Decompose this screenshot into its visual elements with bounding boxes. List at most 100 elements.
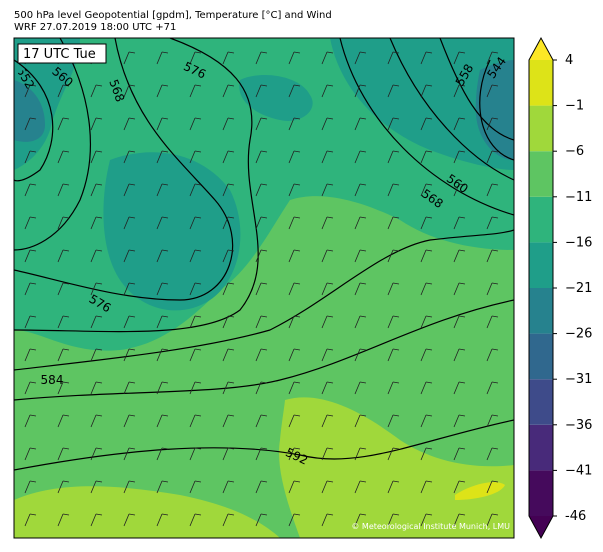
wind-barb [354,348,367,362]
wind-barb [387,414,400,428]
wind-barb [57,381,70,395]
wind-barb [156,282,169,296]
contour-label: 584 [41,373,64,387]
wind-barb [189,249,202,263]
wind-barb [156,150,169,164]
wind-barb [255,348,268,362]
wind-barb [420,249,433,263]
wind-barb [90,447,103,461]
wind-barb [453,315,466,329]
wind-barb [288,150,301,164]
wind-barb [156,315,169,329]
wind-barb [24,414,37,428]
wind-barb [156,117,169,131]
wind-barb [453,414,466,428]
wind-barb [354,381,367,395]
wind-barb [486,447,499,461]
wind-barb [321,480,334,494]
wind-barb [387,282,400,296]
wind-barb [453,282,466,296]
wind-barb [288,513,301,527]
wind-barb [453,513,466,527]
colorbar-band [529,196,553,243]
wind-barb [354,513,367,527]
wind-barb [57,117,70,131]
wind-barb [156,216,169,230]
temperature-field [14,38,514,538]
wind-barb [222,216,235,230]
wind-barb [57,348,70,362]
wind-barb [486,513,499,527]
wind-barb [255,315,268,329]
wind-barb [57,480,70,494]
wind-barb [222,315,235,329]
wind-barb [420,84,433,98]
wind-barb [57,84,70,98]
wind-barb [24,249,37,263]
wind-barb [288,414,301,428]
wind-barb [420,381,433,395]
colorbar-tick-label: −6 [565,144,584,159]
wind-barb [354,84,367,98]
map-frame [13,37,515,539]
wind-barb [123,216,136,230]
wind-barb [189,381,202,395]
wind-barb [288,183,301,197]
wind-barb [57,216,70,230]
wind-barb [189,480,202,494]
wind-barb [57,315,70,329]
wind-barb [156,183,169,197]
wind-barb [453,150,466,164]
wind-barb [24,282,37,296]
wind-barb [57,249,70,263]
wind-barb [156,51,169,65]
wind-barb [156,513,169,527]
credit: © Meteorological Institute Munich, LMU [351,522,510,531]
colorbar-tick-label: −16 [565,235,592,250]
wind-barb [57,447,70,461]
colorbar-band [529,470,553,516]
wind-barb [24,480,37,494]
wind-barb [222,447,235,461]
wind-barb [189,315,202,329]
wind-barb [189,282,202,296]
wind-barb [420,315,433,329]
wind-barb [156,480,169,494]
wind-barb [222,480,235,494]
wind-barb [123,513,136,527]
wind-barb [420,348,433,362]
wind-barb [453,348,466,362]
wind-barb [453,84,466,98]
wind-barb [354,480,367,494]
wind-barb [222,381,235,395]
wind-barb [222,51,235,65]
wind-barb [90,348,103,362]
wind-barb [486,282,499,296]
wind-barb [387,249,400,263]
temperature-region [330,38,514,170]
wind-barb [90,150,103,164]
colorbar-band [529,333,553,380]
temperature-region [103,152,241,311]
wind-barb [156,348,169,362]
wind-barb [255,282,268,296]
geopotential-contours [14,38,514,471]
wind-barb [57,414,70,428]
wind-barb [420,480,433,494]
wind-barb [57,150,70,164]
wind-barb [321,315,334,329]
wind-barb [486,150,499,164]
wind-barb [156,447,169,461]
wind-barb [222,84,235,98]
wind-barb [189,414,202,428]
wind-barb [387,447,400,461]
wind-barb [255,480,268,494]
wind-barb [123,150,136,164]
wind-barb [288,480,301,494]
wind-barb [24,513,37,527]
wind-barb [255,447,268,461]
wind-barb [486,348,499,362]
wind-barb [321,216,334,230]
wind-barb [453,51,466,65]
colorbar-band [529,105,553,152]
